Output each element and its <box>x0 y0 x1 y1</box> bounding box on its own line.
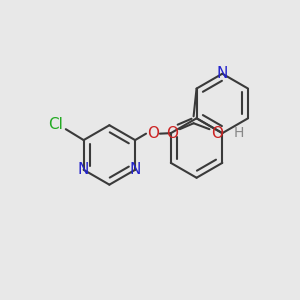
Text: H: H <box>233 126 244 140</box>
Text: N: N <box>129 162 141 177</box>
Text: O: O <box>212 126 224 141</box>
Text: Cl: Cl <box>49 117 63 132</box>
Text: N: N <box>217 66 228 81</box>
Text: N: N <box>78 162 89 177</box>
Text: O: O <box>166 126 178 141</box>
Text: O: O <box>147 126 159 141</box>
